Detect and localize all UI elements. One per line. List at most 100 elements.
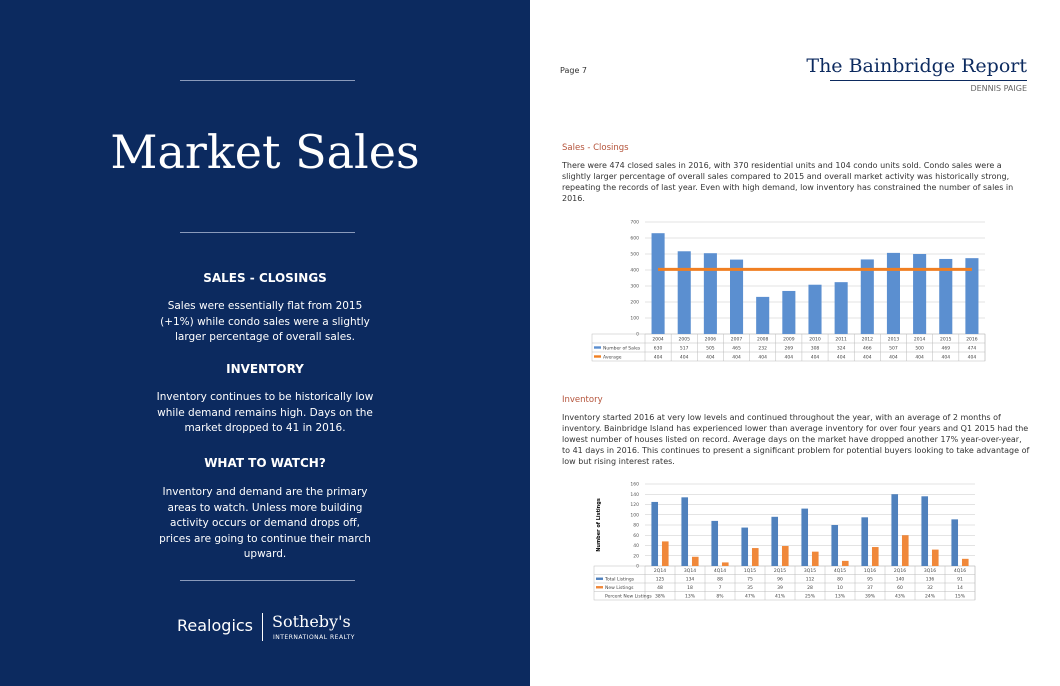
y-tick-label: 600 — [630, 236, 639, 242]
table-cell: 404 — [837, 354, 846, 360]
bar — [677, 251, 691, 334]
legend-swatch — [596, 577, 603, 580]
x-tick-label: 4Q16 — [954, 568, 966, 574]
legend-label: Average — [603, 354, 622, 360]
table-cell: 140 — [896, 576, 905, 582]
table-cell: 37 — [867, 585, 873, 591]
bar — [741, 527, 749, 566]
table-cell: 469 — [941, 345, 950, 351]
table-cell: 32 — [927, 585, 933, 591]
section-text: Inventory continues to be historically l… — [156, 391, 374, 434]
x-tick-label: 1Q16 — [864, 568, 876, 574]
bar — [841, 560, 849, 566]
x-tick-label: 2Q16 — [894, 568, 906, 574]
bar — [661, 541, 669, 566]
x-tick-label: 2007 — [731, 336, 743, 342]
table-cell: 404 — [732, 354, 741, 360]
section-text: There were 474 closed sales in 2016, wit… — [562, 161, 1014, 203]
bar — [931, 549, 939, 566]
table-cell: 25% — [805, 593, 816, 599]
y-tick-label: 160 — [630, 482, 639, 488]
x-tick-label: 2015 — [940, 336, 952, 342]
legend-label: Number of Sales — [603, 345, 641, 351]
x-tick-label: 2010 — [809, 336, 821, 342]
y-tick-label: 100 — [630, 316, 639, 322]
section-heading: INVENTORY — [226, 362, 304, 376]
y-tick-label: 140 — [630, 492, 639, 498]
bar — [703, 253, 717, 334]
legend-label: Total Listings — [604, 576, 635, 582]
bar — [891, 494, 899, 566]
section-heading: Sales - Closings — [562, 143, 629, 153]
bar — [771, 516, 779, 566]
table-cell: 28 — [807, 585, 813, 591]
table-cell: 39% — [865, 593, 876, 599]
bar — [730, 259, 744, 334]
table-cell: 404 — [706, 354, 715, 360]
x-tick-label: 2013 — [888, 336, 900, 342]
table-cell: 466 — [863, 345, 872, 351]
y-tick-label: 100 — [630, 512, 639, 518]
table-cell: 465 — [732, 345, 741, 351]
table-cell: 35 — [747, 585, 753, 591]
y-tick-label: 80 — [633, 523, 639, 529]
page-number: Page 7 — [560, 66, 587, 75]
table-cell: 60 — [897, 585, 903, 591]
author: DENNIS PAIGE — [970, 84, 1027, 93]
bar — [721, 562, 729, 566]
x-tick-label: 4Q15 — [834, 568, 846, 574]
x-tick-label: 2Q15 — [774, 568, 786, 574]
bar — [756, 296, 770, 334]
title-rule — [830, 80, 1027, 81]
table-cell: 308 — [811, 345, 820, 351]
table-cell: 125 — [656, 576, 665, 582]
table-cell: 39 — [777, 585, 783, 591]
divider — [180, 80, 355, 81]
section-text: Inventory started 2016 at very low level… — [562, 413, 1030, 466]
logo-sothebys: Sotheby's — [272, 612, 351, 631]
table-cell: 13% — [685, 593, 696, 599]
x-tick-label: 2014 — [914, 336, 926, 342]
table-cell: 7 — [719, 585, 722, 591]
y-tick-label: 200 — [630, 300, 639, 306]
y-axis-label: Number of Listings — [596, 498, 602, 552]
y-tick-label: 0 — [636, 564, 639, 570]
y-tick-label: 300 — [630, 284, 639, 290]
bar — [901, 535, 909, 566]
y-tick-label: 20 — [633, 553, 639, 559]
bar — [782, 290, 796, 334]
table-cell: 47% — [745, 593, 756, 599]
table-cell: 404 — [811, 354, 820, 360]
logo-realogics: Realogics — [177, 616, 254, 635]
table-cell: 96 — [777, 576, 783, 582]
section-text: Inventory and demand are the primary are… — [159, 486, 371, 560]
table-cell: 269 — [785, 345, 794, 351]
x-tick-label: 2008 — [757, 336, 769, 342]
bar — [781, 546, 789, 566]
y-tick-label: 400 — [630, 268, 639, 274]
x-tick-label: 3Q15 — [804, 568, 816, 574]
y-tick-label: 500 — [630, 252, 639, 258]
report-title: The Bainbridge Report — [806, 55, 1027, 77]
table-row-label: Percent New Listings — [605, 593, 652, 599]
divider — [180, 232, 355, 233]
table-cell: 404 — [915, 354, 924, 360]
x-tick-label: 2011 — [835, 336, 847, 342]
table-cell: 8% — [716, 593, 724, 599]
bar — [651, 233, 665, 334]
divider — [180, 580, 355, 581]
table-cell: 324 — [837, 345, 846, 351]
bar — [811, 551, 819, 566]
x-tick-label: 3Q14 — [684, 568, 696, 574]
bar — [691, 556, 699, 566]
table-cell: 630 — [654, 345, 663, 351]
table-cell: 136 — [926, 576, 935, 582]
table-cell: 48 — [657, 585, 663, 591]
left-panel: Market Sales SALES - CLOSINGS Sales were… — [0, 0, 530, 686]
bar — [711, 520, 719, 566]
bar — [801, 508, 809, 566]
table-cell: 404 — [863, 354, 872, 360]
bar — [751, 548, 759, 566]
y-tick-label: 40 — [633, 543, 639, 549]
